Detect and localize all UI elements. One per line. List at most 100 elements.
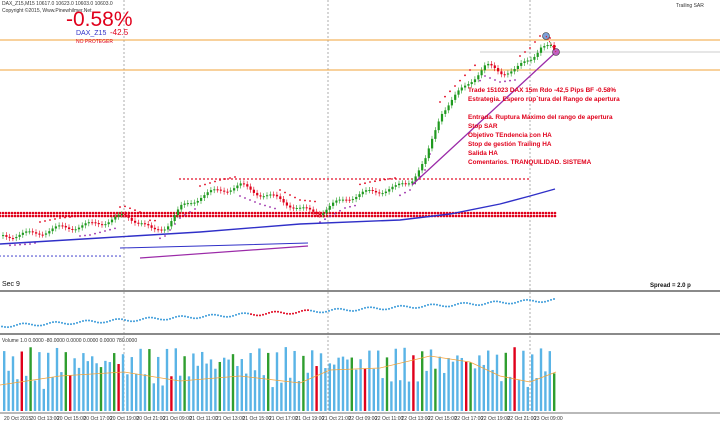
candle <box>470 82 473 85</box>
sar-dot <box>331 214 335 218</box>
sar-dot <box>103 211 107 215</box>
sar-dot <box>84 234 86 237</box>
sar-dot <box>109 211 113 215</box>
candle <box>292 207 295 209</box>
candle <box>305 207 308 209</box>
candle <box>11 238 15 240</box>
volume-bar <box>302 355 305 411</box>
indicator-dot <box>313 310 315 313</box>
volume-bar <box>121 354 125 411</box>
sar-dot <box>294 196 296 199</box>
sar-dot <box>19 211 23 215</box>
sar-dot <box>412 211 416 215</box>
sar-dot <box>529 214 533 218</box>
indicator-dot <box>238 312 240 315</box>
candle <box>143 223 147 225</box>
pnl-points: -42.5 <box>110 28 129 37</box>
sar-dot <box>25 211 29 215</box>
sar-dot <box>463 214 467 218</box>
time-tick-label: 21 Oct 17:00 <box>269 416 298 422</box>
sar-dot <box>79 211 83 215</box>
candle <box>417 170 420 177</box>
indicator-dot <box>394 305 396 308</box>
sar-dot <box>535 211 539 215</box>
volume-bar <box>504 352 507 411</box>
indicator-dot <box>202 315 204 318</box>
volume-bar <box>253 370 257 411</box>
indicator-dot <box>52 321 54 324</box>
indicator-dot <box>460 302 462 305</box>
sar-dot <box>283 178 285 180</box>
sar-dot <box>484 214 488 218</box>
volume-bar <box>456 355 459 411</box>
candle <box>87 222 90 224</box>
sar-dot <box>454 214 458 218</box>
sar-dot <box>299 178 301 180</box>
sar-dot <box>406 211 410 215</box>
sar-dot <box>250 214 254 218</box>
candle <box>322 213 325 215</box>
volume-bar <box>319 353 323 411</box>
indicator-dot <box>247 312 249 315</box>
sar-dot <box>235 211 239 215</box>
sar-dot <box>268 214 272 218</box>
indicator-dot <box>391 306 393 309</box>
sar-dot <box>0 211 2 215</box>
candle <box>394 185 397 187</box>
indicator-dot <box>61 321 63 324</box>
sar-dot <box>280 211 284 215</box>
candle <box>94 222 97 224</box>
sar-dot <box>409 189 411 191</box>
sar-dot <box>16 214 20 218</box>
sar-dot <box>179 178 181 180</box>
volume-bar <box>368 350 371 411</box>
sar-dot <box>502 214 506 218</box>
sar-dot <box>355 211 359 215</box>
sar-dot <box>22 214 26 218</box>
pnl-protect: NO PROTEGER <box>76 39 113 45</box>
sar-dot <box>31 255 33 257</box>
sar-dot <box>483 178 485 180</box>
sar-dot <box>254 201 256 203</box>
indicator-dot <box>217 314 219 317</box>
volume-bar <box>539 348 543 411</box>
trend-line <box>411 51 557 186</box>
sar-dot <box>250 211 254 215</box>
indicator-dot <box>250 313 252 316</box>
volume-bar <box>55 347 59 411</box>
indicator-dot <box>232 314 234 317</box>
candle <box>424 158 427 164</box>
candle <box>279 196 282 199</box>
sar-dot <box>76 214 80 218</box>
volume-bar <box>16 379 19 411</box>
sar-dot <box>166 214 170 218</box>
sar-dot <box>100 211 104 215</box>
sar-dot <box>130 211 134 215</box>
indicator-dot <box>520 299 522 302</box>
sar-dot <box>103 255 105 257</box>
volume-bar <box>47 352 50 411</box>
sar-dot <box>193 211 197 215</box>
sar-dot <box>205 214 209 218</box>
indicator-dot <box>211 313 213 316</box>
sar-dot <box>403 214 407 218</box>
volume-bar <box>271 387 274 411</box>
sar-dot <box>364 211 368 215</box>
sar-dot <box>115 255 117 257</box>
candle <box>467 84 470 86</box>
volume-bar <box>425 370 428 411</box>
time-tick-label: 23 Oct 09:00 <box>534 416 563 422</box>
volume-bar <box>311 350 314 411</box>
time-tick-label: 21 Oct 15:00 <box>242 416 272 422</box>
sar-dot <box>64 216 66 219</box>
volume-bar <box>324 368 327 411</box>
indicator-dot <box>7 326 9 329</box>
indicator-dot <box>169 317 171 320</box>
sar-dot <box>479 178 481 180</box>
indicator-dot <box>376 307 378 310</box>
sar-dot <box>289 194 291 196</box>
indicator-dot <box>409 306 411 309</box>
indicator-dot <box>70 323 72 326</box>
